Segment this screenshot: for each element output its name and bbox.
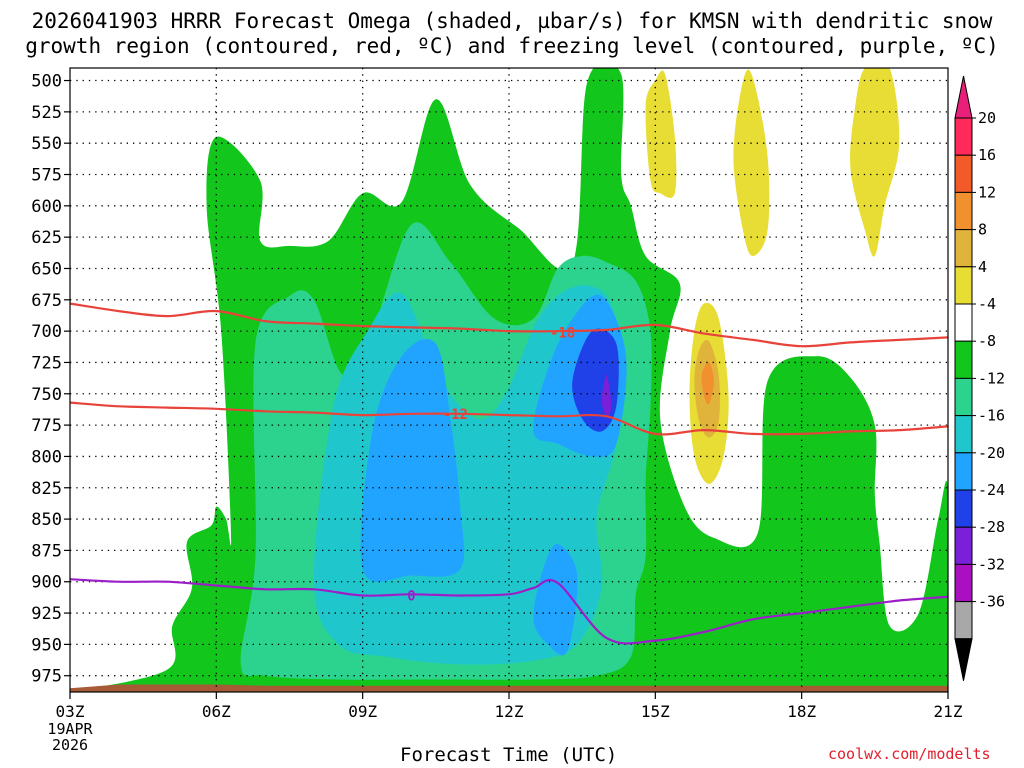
contour-line-1 [70,401,948,436]
x-tick-label: 09Z [348,702,377,721]
y-tick-label: 975 [31,667,62,687]
colorbar-segment [954,117,973,156]
y-tick-label: 750 [31,385,62,405]
contour-label: -18 [550,325,575,341]
contour-layer: -18 -12 0 [70,302,948,645]
colorbar-label: -36 [978,593,1005,611]
x-tick-label: 12Z [495,702,524,721]
x-start-date-label: 2026 [52,736,88,754]
colorbar-segment [954,489,973,528]
colorbar-label: -24 [978,481,1005,499]
y-tick-label: 700 [31,322,62,342]
y-tick-label: 600 [31,197,62,217]
colorbar-segment [954,303,973,342]
colorbar-segment [954,415,973,454]
y-tick-label: 775 [31,416,62,436]
colorbar-label: 16 [978,146,996,164]
colorbar-label: -4 [978,295,996,313]
omega-region-7 [400,453,427,552]
colorbar-label: 12 [978,183,996,201]
y-tick-label: 575 [31,166,62,186]
colorbar-label: -20 [978,444,1005,462]
x-tick-label: 06Z [202,702,231,721]
colorbar-label: -12 [978,369,1005,387]
chart-title-line2: growth region (contoured, red, ºC) and f… [25,34,999,58]
ground-fill [70,684,948,692]
colorbar-cap-top [954,75,973,119]
colorbar-segment [954,266,973,305]
contour-line-2 [70,578,948,645]
x-tick-label: 21Z [934,702,963,721]
omega-region-9 [645,70,677,198]
y-tick-label: 625 [31,228,62,248]
y-tick-label: 525 [31,103,62,123]
colorbar-segment [954,526,973,565]
colorbar: 20 16 12 8 4 -4 -8 -12 -16 -20 -24 -28 -32 -36 [954,75,1005,681]
y-tick-label: 650 [31,259,62,279]
colorbar-segment [954,191,973,231]
credit-link[interactable]: coolwx.com/modelts [828,745,991,763]
contour-line-0 [70,302,948,348]
colorbar-segment [954,340,973,379]
colorbar-label: 20 [978,109,996,127]
colorbar-segment [954,154,973,193]
y-tick-label: 950 [31,635,62,655]
x-start-date-label: 19APR [47,720,93,738]
omega-region-5 [533,544,578,656]
y-tick-label: 675 [31,291,62,311]
y-tick-label: 850 [31,510,62,530]
colorbar-label: -28 [978,518,1005,536]
x-tick-label: 18Z [787,702,816,721]
y-axis: 500 525 550 575 600 625 650 675 700 725 750 775 800 8… [31,72,70,687]
colorbar-segment [954,229,973,268]
colorbar-label: -32 [978,555,1005,573]
y-tick-label: 925 [31,604,62,624]
y-tick-label: 800 [31,447,62,467]
y-tick-label: 825 [31,479,62,499]
omega-shading-layer [70,68,948,692]
colorbar-cap-bottom [954,638,973,681]
x-tick-label: 03Z [56,702,85,721]
x-tick-label: 15Z [641,702,670,721]
y-tick-label: 900 [31,573,62,593]
y-tick-label: 875 [31,541,62,561]
colorbar-segment [954,377,973,417]
omega-region-14 [701,362,714,405]
omega-region-11 [850,68,900,257]
omega-region-10 [733,69,770,256]
contour-label: -12 [443,407,468,423]
colorbar-label: 8 [978,221,987,239]
contour-label: 0 [407,589,415,605]
y-tick-label: 725 [31,353,62,373]
colorbar-label: -16 [978,407,1005,425]
colorbar-segment [954,563,973,603]
colorbar-label: -8 [978,332,996,350]
colorbar-segment [954,452,973,491]
colorbar-label: 4 [978,258,987,276]
y-tick-label: 550 [31,134,62,154]
omega-region-8 [601,374,612,417]
colorbar-segment [954,601,973,640]
y-tick-label: 500 [31,72,62,92]
ground-layer [70,684,948,692]
chart-title-line1: 2026041903 HRRR Forecast Omega (shaded, … [31,9,993,33]
x-axis-title: Forecast Time (UTC) [400,744,618,766]
